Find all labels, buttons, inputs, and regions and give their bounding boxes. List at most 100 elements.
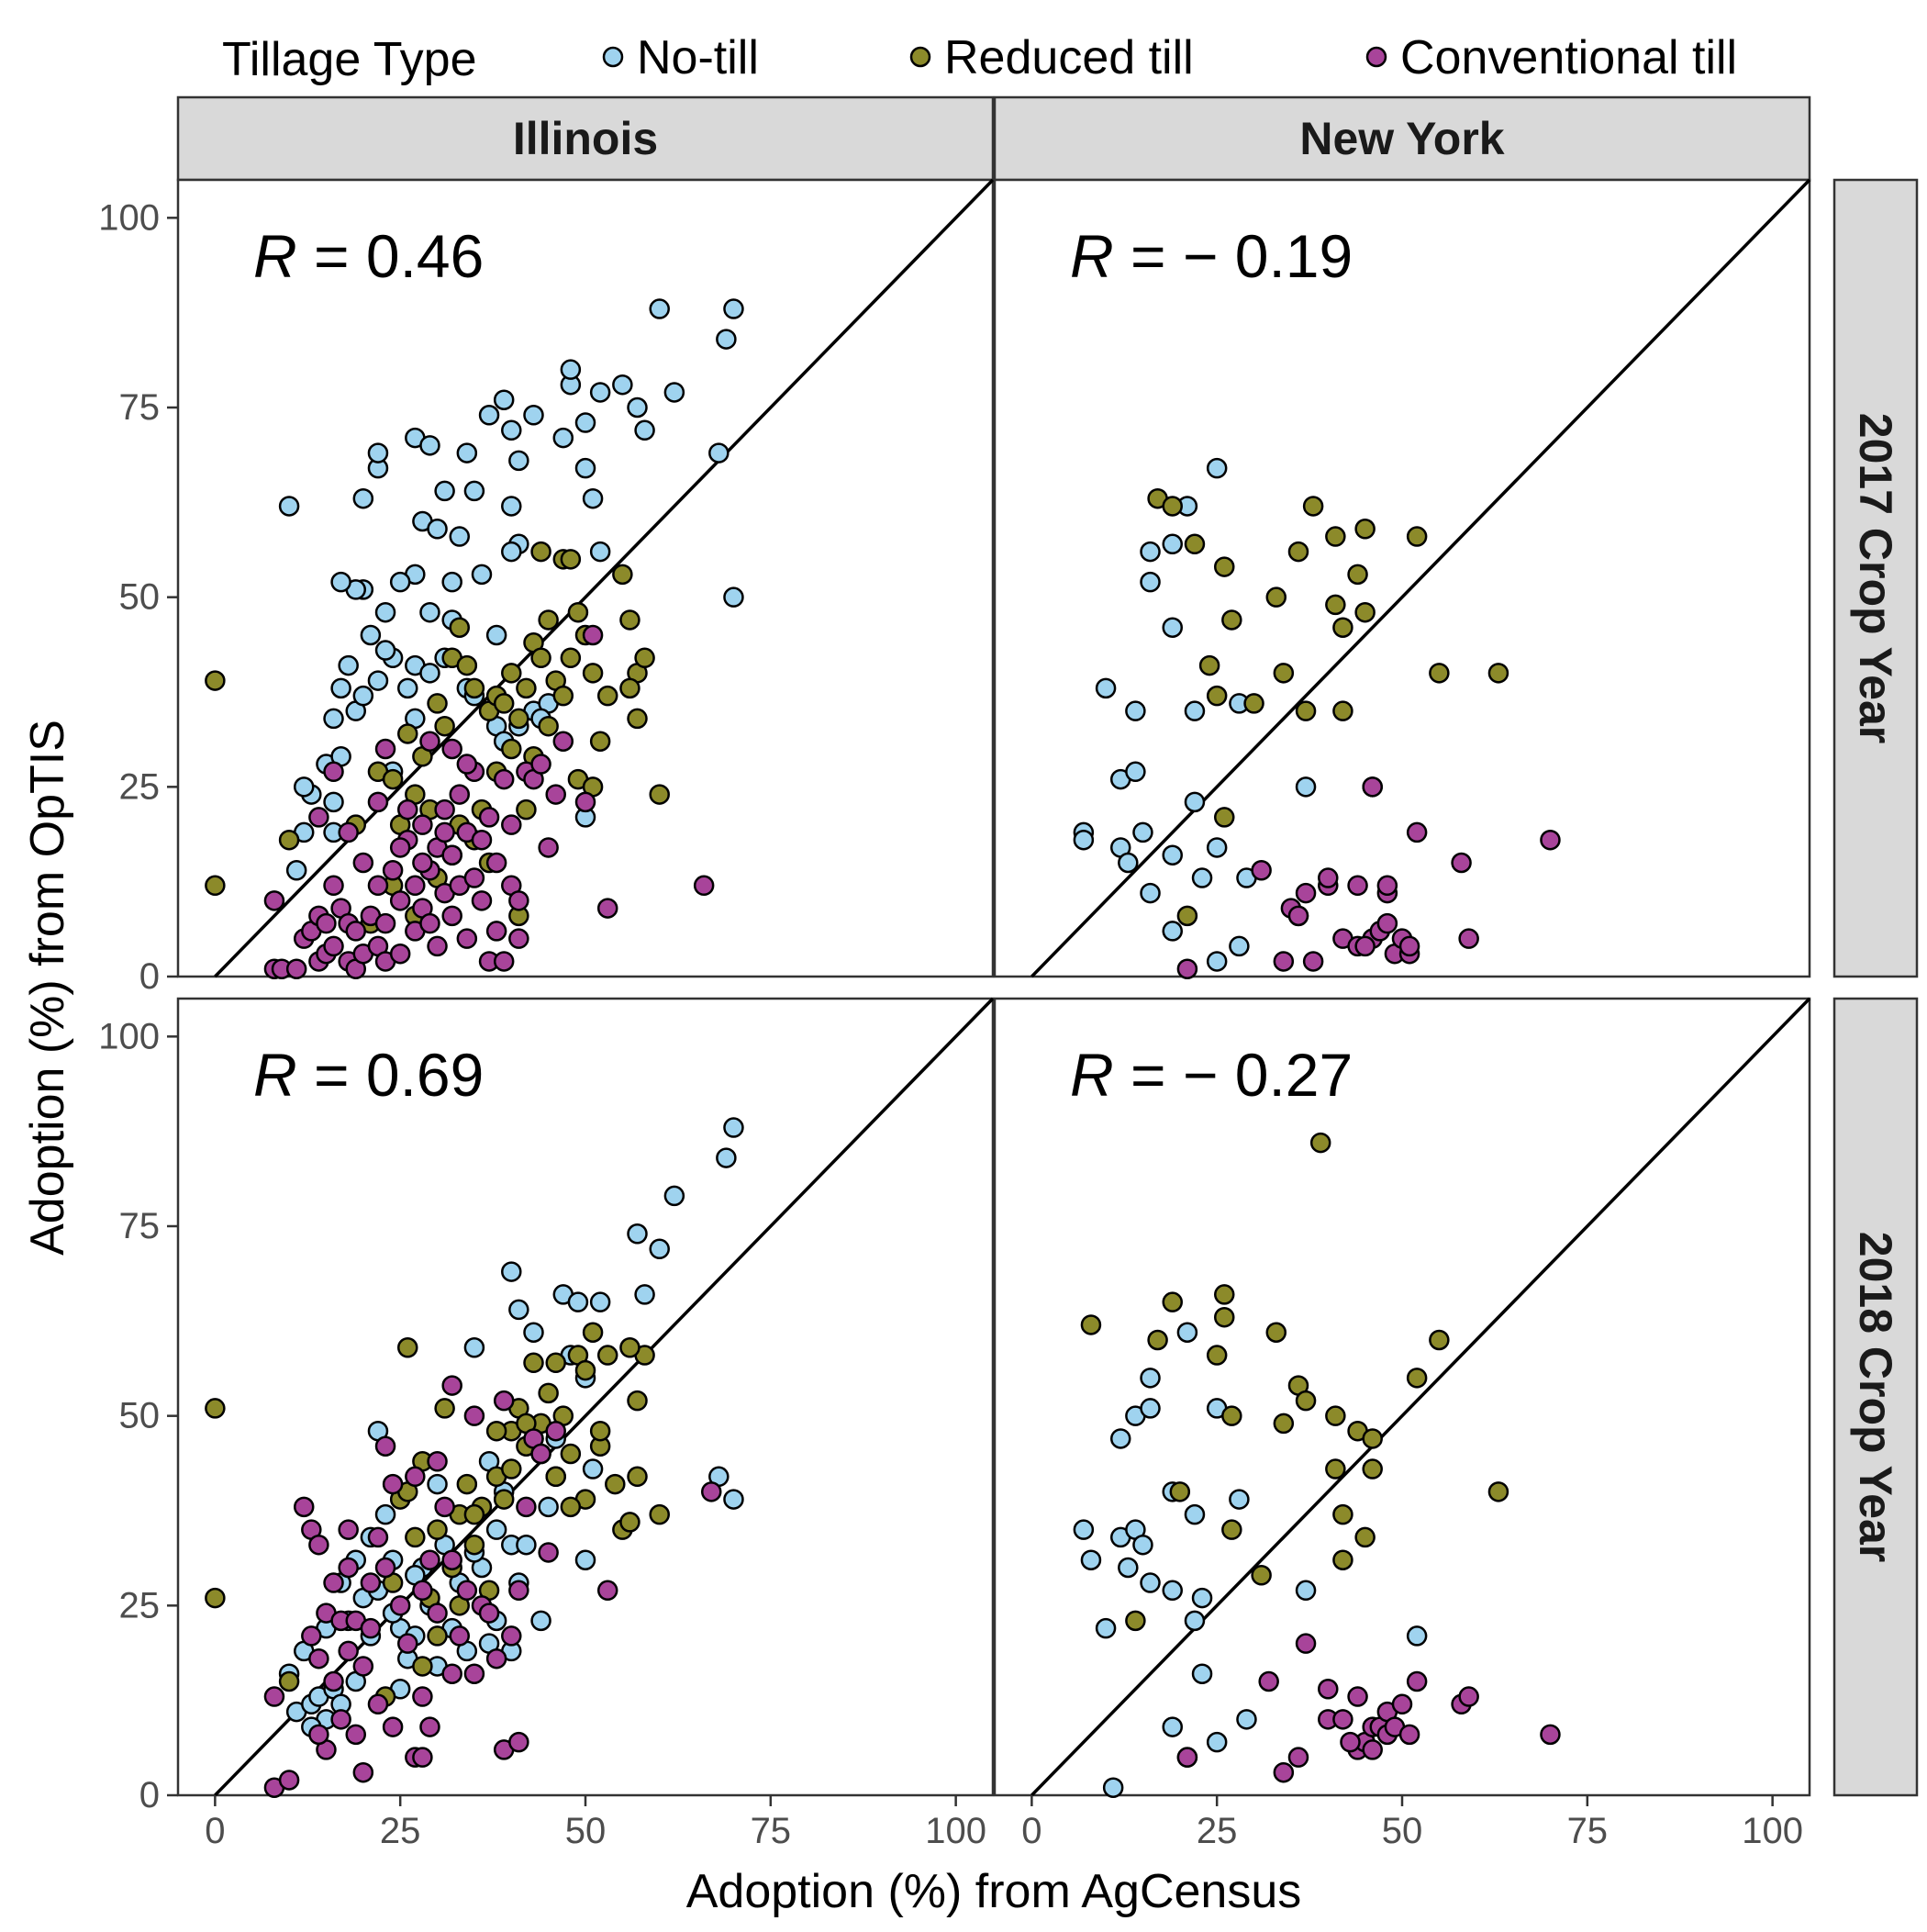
data-point bbox=[323, 875, 344, 897]
data-point bbox=[374, 601, 396, 623]
data-point bbox=[567, 601, 589, 623]
data-point bbox=[427, 519, 448, 540]
data-point bbox=[1206, 457, 1228, 479]
data-point bbox=[1376, 875, 1398, 897]
data-point bbox=[589, 1291, 611, 1312]
data-point bbox=[463, 1534, 485, 1556]
correlation-label: R = − 0.19 bbox=[1070, 222, 1353, 290]
facet-strip-label: 2018 Crop Year bbox=[1850, 1232, 1901, 1562]
data-point bbox=[485, 852, 507, 874]
x-tick-label: 50 bbox=[565, 1811, 607, 1851]
data-point bbox=[649, 298, 670, 319]
data-point bbox=[627, 1390, 648, 1412]
data-point bbox=[1198, 654, 1220, 676]
data-point bbox=[338, 654, 359, 676]
data-point bbox=[1318, 867, 1339, 888]
data-point bbox=[434, 1496, 455, 1518]
data-point bbox=[352, 685, 374, 707]
data-point bbox=[441, 1663, 462, 1684]
data-point bbox=[441, 844, 462, 865]
data-point bbox=[427, 1625, 448, 1647]
data-point bbox=[463, 677, 485, 699]
data-point bbox=[574, 791, 596, 813]
data-point bbox=[456, 928, 478, 949]
data-point bbox=[1140, 571, 1161, 593]
x-tick-label: 100 bbox=[925, 1811, 986, 1851]
data-point bbox=[589, 731, 611, 752]
data-point bbox=[485, 1647, 507, 1670]
data-point bbox=[1162, 921, 1183, 942]
panel-border bbox=[176, 997, 995, 1797]
y-tick-label: 0 bbox=[139, 956, 160, 997]
data-point bbox=[523, 1322, 544, 1343]
data-point bbox=[1162, 533, 1183, 555]
one-to-one-line bbox=[214, 997, 995, 1797]
data-point bbox=[1132, 821, 1153, 843]
data-point bbox=[1376, 912, 1398, 934]
data-point bbox=[1147, 1329, 1168, 1351]
legend-label-0: No-till bbox=[637, 31, 759, 84]
data-point bbox=[663, 1185, 685, 1207]
data-point bbox=[412, 852, 433, 874]
data-point bbox=[1540, 829, 1561, 851]
data-point bbox=[463, 480, 485, 502]
data-point bbox=[1176, 905, 1198, 927]
data-point bbox=[582, 1458, 604, 1480]
panel-border bbox=[993, 997, 1811, 1797]
data-point bbox=[382, 768, 404, 790]
data-point bbox=[545, 1420, 566, 1442]
data-point bbox=[323, 708, 344, 730]
data-point bbox=[1398, 935, 1420, 957]
data-point bbox=[308, 1534, 329, 1556]
data-point bbox=[389, 837, 411, 858]
data-point bbox=[1191, 867, 1213, 888]
data-point bbox=[1229, 935, 1250, 957]
data-point bbox=[634, 647, 655, 669]
data-point bbox=[1251, 860, 1272, 881]
data-point bbox=[627, 1466, 648, 1488]
data-point bbox=[560, 1496, 582, 1518]
data-point bbox=[427, 1603, 448, 1624]
data-point bbox=[441, 571, 462, 593]
data-point bbox=[1451, 852, 1472, 874]
data-point bbox=[1229, 1489, 1250, 1510]
data-point bbox=[1118, 1557, 1139, 1579]
legend-key-2 bbox=[1365, 46, 1387, 68]
data-point bbox=[1429, 663, 1450, 684]
data-point bbox=[1362, 776, 1383, 798]
data-point bbox=[434, 715, 455, 737]
data-point bbox=[1362, 1739, 1383, 1760]
data-point bbox=[634, 419, 655, 441]
data-point bbox=[405, 1526, 426, 1548]
data-point bbox=[427, 693, 448, 714]
data-point bbox=[1162, 1716, 1183, 1737]
data-point bbox=[389, 571, 411, 593]
data-point bbox=[1214, 807, 1235, 828]
data-point bbox=[538, 1542, 559, 1563]
data-point bbox=[552, 731, 574, 752]
data-point bbox=[419, 663, 440, 684]
data-point bbox=[456, 654, 478, 676]
data-point bbox=[1458, 1686, 1479, 1707]
data-point bbox=[1332, 617, 1353, 638]
data-point bbox=[552, 685, 574, 707]
data-point bbox=[1295, 1633, 1317, 1654]
data-point bbox=[1347, 1686, 1368, 1707]
data-point bbox=[1273, 951, 1295, 972]
data-point bbox=[530, 541, 551, 563]
data-point bbox=[501, 1458, 522, 1480]
data-point bbox=[412, 1580, 433, 1602]
data-point bbox=[1406, 1625, 1428, 1647]
x-tick-label: 25 bbox=[380, 1811, 421, 1851]
data-point bbox=[382, 1716, 404, 1737]
y-axis-title: Adoption (%) from OpTIS bbox=[21, 720, 74, 1256]
data-point bbox=[589, 382, 611, 403]
data-point bbox=[501, 496, 522, 517]
data-point bbox=[1140, 1398, 1161, 1419]
data-point bbox=[374, 640, 396, 661]
data-point bbox=[441, 905, 462, 927]
data-point bbox=[723, 1489, 744, 1510]
data-point bbox=[1162, 496, 1183, 517]
data-point bbox=[330, 571, 351, 593]
